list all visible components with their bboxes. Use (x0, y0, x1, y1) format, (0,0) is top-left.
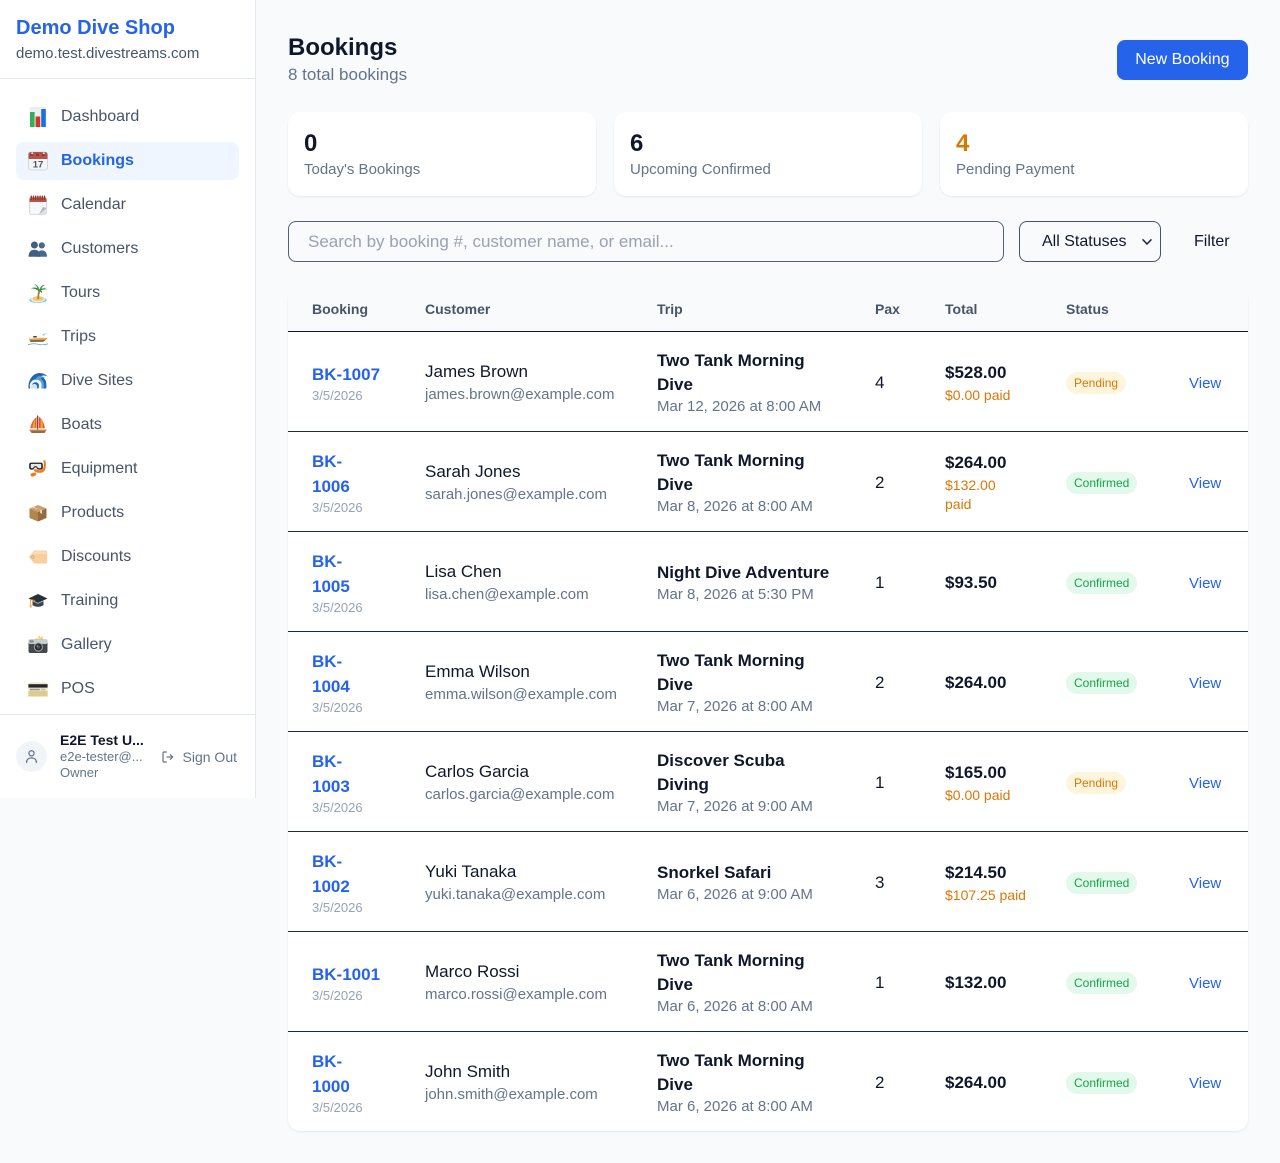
svg-text:17: 17 (33, 160, 44, 171)
